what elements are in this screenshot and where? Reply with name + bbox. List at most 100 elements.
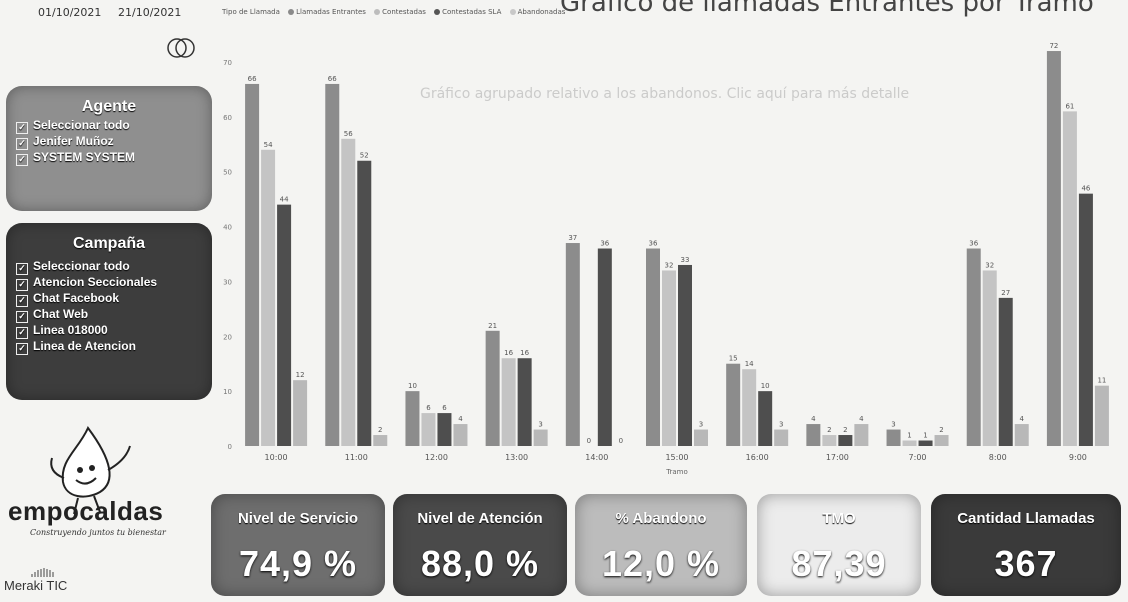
campana-option[interactable]: ✓ Atencion Seccionales (6, 275, 212, 291)
checkbox-icon[interactable]: ✓ (16, 295, 28, 307)
date-end[interactable]: 21/10/2021 (118, 6, 182, 19)
bar (261, 149, 276, 446)
legend-item[interactable]: Contestadas SLA (442, 8, 502, 16)
chart-subtitle[interactable]: Gráfico agrupado relativo a los abandono… (420, 86, 910, 102)
date-start[interactable]: 01/10/2021 (38, 6, 102, 19)
checkbox-icon[interactable]: ✓ (16, 279, 28, 291)
bar (982, 270, 997, 446)
campana-option[interactable]: ✓ Linea de Atencion (6, 339, 212, 355)
bar (822, 435, 837, 446)
checkbox-icon[interactable]: ✓ (16, 327, 28, 339)
kpi-label: % Abandono (615, 510, 707, 527)
partner-name: Meraki TIC (4, 578, 68, 593)
campana-option-label: Chat Web (33, 307, 89, 321)
checkbox-icon[interactable]: ✓ (16, 154, 28, 166)
bar (373, 435, 388, 446)
kpi-label: TMO (822, 510, 856, 527)
data-label: 3 (779, 421, 783, 429)
checkbox-icon[interactable]: ✓ (16, 122, 28, 134)
data-label: 0 (587, 437, 591, 445)
data-label: 2 (843, 426, 847, 434)
x-tick-label: 9:00 (1069, 453, 1087, 462)
data-label: 2 (378, 426, 382, 434)
checkbox-icon[interactable]: ✓ (16, 311, 28, 323)
campana-option-label: Seleccionar todo (33, 259, 130, 273)
kpi-cantidad-llamadas[interactable]: Cantidad Llamadas 367 (931, 494, 1121, 596)
legend-item[interactable]: Llamadas Entrantes (296, 8, 366, 16)
legend-dot-icon (434, 9, 441, 15)
data-label: 21 (488, 322, 497, 330)
chart-legend: Tipo de Llamada Llamadas Entrantes Conte… (222, 8, 565, 16)
bar (325, 83, 340, 446)
kpi-value: 87,39 (791, 543, 887, 584)
data-label: 10 (408, 382, 417, 390)
bar (597, 248, 612, 446)
y-tick-label: 20 (223, 333, 232, 341)
bar (678, 264, 692, 446)
checkbox-icon[interactable]: ✓ (16, 343, 28, 355)
agente-title: Agente (81, 98, 137, 115)
agente-slicer: Agente ✓ Seleccionar todo ✓ Jenifer Muñoz … (6, 86, 212, 211)
bar (1046, 51, 1061, 447)
x-tick-label: 13:00 (505, 453, 528, 462)
legend-dot-icon (509, 9, 516, 15)
agente-option[interactable]: ✓ Seleccionar todo (6, 118, 212, 134)
y-tick-label: 70 (223, 59, 232, 67)
legend-dot-icon (374, 9, 381, 15)
data-label: 32 (665, 261, 674, 269)
bar (918, 440, 933, 446)
bar (1062, 111, 1077, 446)
campana-option-label: Linea de Atencion (33, 339, 136, 353)
kpi-nivel-atencion[interactable]: Nivel de Atención 88,0 % (393, 494, 567, 596)
empocaldas-mascot-icon (50, 426, 131, 515)
kpi-value: 74,9 % (238, 543, 358, 584)
legend-item[interactable]: Abandonadas (517, 8, 566, 16)
kpi-abandono[interactable]: % Abandono 12,0 % (575, 494, 747, 596)
data-label: 54 (264, 141, 273, 149)
data-label: 12 (296, 371, 305, 379)
data-label: 2 (827, 426, 831, 434)
bar (998, 297, 1013, 446)
bar (838, 435, 853, 446)
agente-option[interactable]: ✓ SYSTEM SYSTEM (6, 150, 212, 166)
data-label: 4 (811, 415, 816, 423)
toggle-icon[interactable] (167, 37, 197, 59)
campana-option[interactable]: ✓ Chat Facebook (6, 291, 212, 307)
x-tick-label: 12:00 (425, 453, 448, 462)
x-tick-label: 10:00 (265, 453, 288, 462)
campana-title: Campaña (72, 235, 146, 252)
kpi-value: 88,0 % (420, 543, 540, 584)
data-label: 66 (328, 75, 337, 83)
kpi-tmo[interactable]: TMO 87,39 (757, 494, 921, 596)
checkbox-icon[interactable]: ✓ (16, 263, 28, 275)
data-label: 4 (1019, 415, 1024, 423)
legend-item[interactable]: Contestadas (382, 8, 426, 16)
kpi-nivel-servicio[interactable]: Nivel de Servicio 74,9 % (211, 494, 385, 596)
kpi-value: 12,0 % (601, 543, 721, 584)
data-label: 3 (538, 421, 542, 429)
data-label: 66 (248, 75, 257, 83)
campana-option[interactable]: ✓ Chat Web (6, 307, 212, 323)
data-label: 27 (1001, 289, 1010, 297)
bar (694, 429, 708, 446)
x-tick-label: 17:00 (826, 453, 849, 462)
data-label: 3 (699, 421, 703, 429)
campana-option-label: Chat Facebook (33, 291, 120, 305)
data-label: 46 (1081, 185, 1090, 193)
data-label: 44 (280, 196, 289, 204)
data-label: 61 (1065, 102, 1074, 110)
kpi-label: Nivel de Servicio (237, 510, 359, 527)
campana-option[interactable]: ✓ Linea 018000 (6, 323, 212, 339)
campana-option[interactable]: ✓ Seleccionar todo (6, 259, 212, 275)
agente-option-label: SYSTEM SYSTEM (33, 150, 136, 164)
bar (517, 358, 532, 446)
y-tick-label: 30 (223, 278, 232, 286)
legend-dot-icon (288, 9, 295, 15)
y-tick-label: 40 (223, 224, 232, 232)
bar (1014, 424, 1029, 446)
data-label: 72 (1049, 42, 1058, 50)
brand-slogan: Construyendo juntos tu bienestar (30, 528, 166, 537)
agente-option[interactable]: ✓ Jenifer Muñoz (6, 134, 212, 150)
checkbox-icon[interactable]: ✓ (16, 138, 28, 150)
calls-bar-chart: 0102030405060706654441210:00665652211:00… (223, 42, 1109, 476)
